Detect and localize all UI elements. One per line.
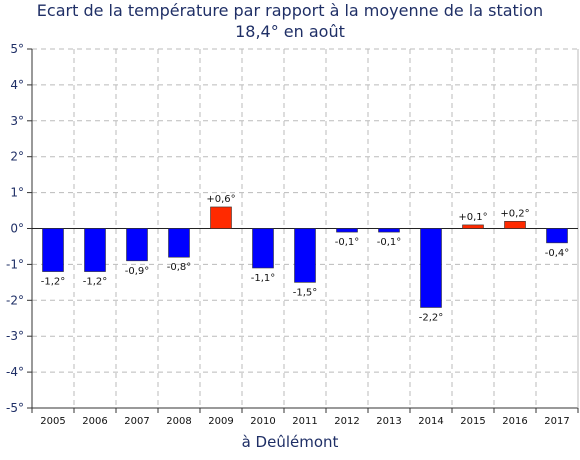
x-tick-label: 2009 [208, 416, 233, 427]
x-tick-label: 2008 [166, 416, 191, 427]
x-tick-label: 2012 [334, 416, 359, 427]
bar [378, 228, 400, 233]
data-label: -1,2° [41, 277, 66, 288]
x-tick-label: 2016 [502, 416, 527, 427]
y-tick-label: 3° [10, 114, 24, 128]
y-tick-label: 5° [10, 42, 24, 56]
y-tick-label: 0° [10, 222, 24, 236]
data-label: -0,4° [545, 248, 570, 259]
data-label: -0,9° [125, 266, 150, 277]
x-axis-label: à Deûlémont [241, 433, 339, 451]
data-label: -0,1° [377, 237, 402, 248]
x-tick-label: 2017 [544, 416, 569, 427]
x-tick-label: 2006 [82, 416, 107, 427]
data-label: -1,2° [83, 277, 108, 288]
y-tick-label: -5° [6, 401, 24, 415]
chart-title: Ecart de la température par rapport à la… [36, 1, 544, 20]
bar [42, 228, 64, 272]
x-tick-label: 2013 [376, 416, 401, 427]
bar [546, 228, 568, 244]
y-tick-label: -3° [6, 329, 24, 343]
x-tick-label: 2011 [292, 416, 317, 427]
y-tick-label: 1° [10, 186, 24, 200]
bar [210, 206, 232, 229]
bar [126, 228, 148, 262]
data-label: -0,8° [167, 262, 192, 273]
x-tick-label: 2014 [418, 416, 443, 427]
y-tick-label: -1° [6, 257, 24, 271]
bar [420, 228, 442, 308]
data-label: +0,1° [458, 212, 487, 223]
y-tick-label: -4° [6, 365, 24, 379]
data-label: -1,1° [251, 273, 276, 284]
bar [84, 228, 106, 272]
data-label: -0,1° [335, 237, 360, 248]
data-label: -1,5° [293, 287, 318, 298]
bar [252, 228, 274, 269]
x-tick-label: 2010 [250, 416, 275, 427]
x-tick-label: 2005 [40, 416, 65, 427]
data-label: +0,2° [500, 208, 529, 219]
bar [504, 221, 526, 229]
y-tick-label: 2° [10, 150, 24, 164]
x-tick-label: 2015 [460, 416, 485, 427]
bar [462, 224, 484, 229]
bar [294, 228, 316, 283]
y-tick-label: -2° [6, 293, 24, 307]
chart-subtitle: 18,4° en août [235, 22, 345, 41]
bar [336, 228, 358, 233]
data-label: +0,6° [206, 194, 235, 205]
x-tick-label: 2007 [124, 416, 149, 427]
bar [168, 228, 190, 258]
data-label: -2,2° [419, 312, 444, 323]
y-tick-label: 4° [10, 78, 24, 92]
